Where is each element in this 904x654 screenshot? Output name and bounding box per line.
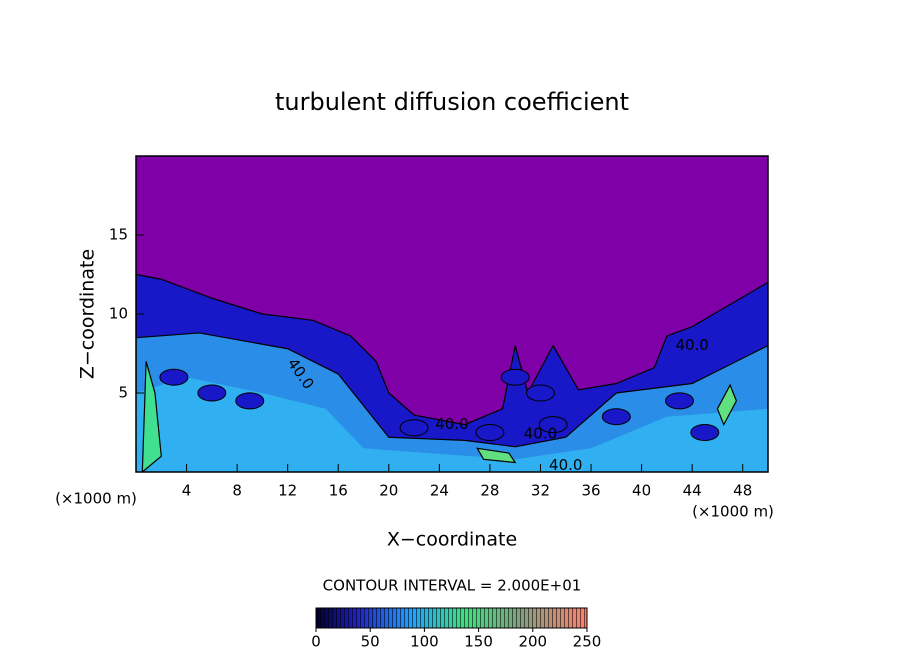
- contour-blob: [500, 368, 530, 386]
- contour-blob: [159, 368, 189, 386]
- colorbar-tick-label: 50: [361, 633, 380, 651]
- x-tick-label: 44: [683, 482, 702, 500]
- x-tick-label: 8: [232, 482, 242, 500]
- x-tick-label: 12: [278, 482, 297, 500]
- colorbar-tick-label: 150: [464, 633, 493, 651]
- colorbar-tick-label: 0: [311, 633, 321, 651]
- x-tick-label: 28: [480, 482, 499, 500]
- colorbar-tick-label: 100: [410, 633, 439, 651]
- colorbar-frame: [315, 607, 588, 629]
- y-tick-label: 10: [109, 305, 128, 323]
- contour-blob: [197, 384, 227, 402]
- contour-region: [716, 383, 738, 427]
- x-axis-label: X−coordinate: [387, 529, 517, 551]
- x-tick-label: 20: [379, 482, 398, 500]
- contour-blob: [601, 408, 631, 426]
- contour-region: [136, 377, 768, 472]
- colorbar-tick-label: 250: [573, 633, 602, 651]
- x-unit: (×1000 m): [692, 503, 774, 521]
- x-tick-label: 36: [581, 482, 600, 500]
- x-tick-label: 24: [430, 482, 449, 500]
- colorbar-stripes: [316, 608, 587, 628]
- contour-blob: [538, 416, 568, 434]
- chart-title: turbulent diffusion coefficient: [275, 88, 629, 116]
- contour-label: 40.0: [435, 415, 468, 433]
- contour-label: 40.0: [549, 456, 582, 474]
- contour-blob: [399, 419, 429, 437]
- x-tick-label: 16: [329, 482, 348, 500]
- contour-label: 40.0: [524, 425, 557, 443]
- y-tick-label: 5: [118, 384, 128, 402]
- contour-region: [141, 361, 162, 472]
- y-axis-label: Z−coordinate: [77, 249, 99, 379]
- contour-interval: CONTOUR INTERVAL = 2.000E+01: [323, 577, 582, 595]
- contour-region: [476, 447, 517, 464]
- contour-label: 40.0: [675, 336, 708, 354]
- contour-blob: [475, 424, 505, 441]
- x-unit: (×1000 m): [55, 490, 137, 508]
- field: [136, 156, 768, 472]
- contour-blob: [690, 424, 720, 441]
- y-tick-label: 15: [109, 226, 128, 244]
- contour-blob: [665, 392, 695, 410]
- x-tick-label: 40: [632, 482, 651, 500]
- contour-blob: [235, 392, 265, 410]
- colorbar-tick-label: 200: [518, 633, 547, 651]
- contour-blob: [525, 384, 555, 402]
- x-tick-label: 48: [733, 482, 752, 500]
- x-tick-label: 4: [182, 482, 192, 500]
- x-tick-label: 32: [531, 482, 550, 500]
